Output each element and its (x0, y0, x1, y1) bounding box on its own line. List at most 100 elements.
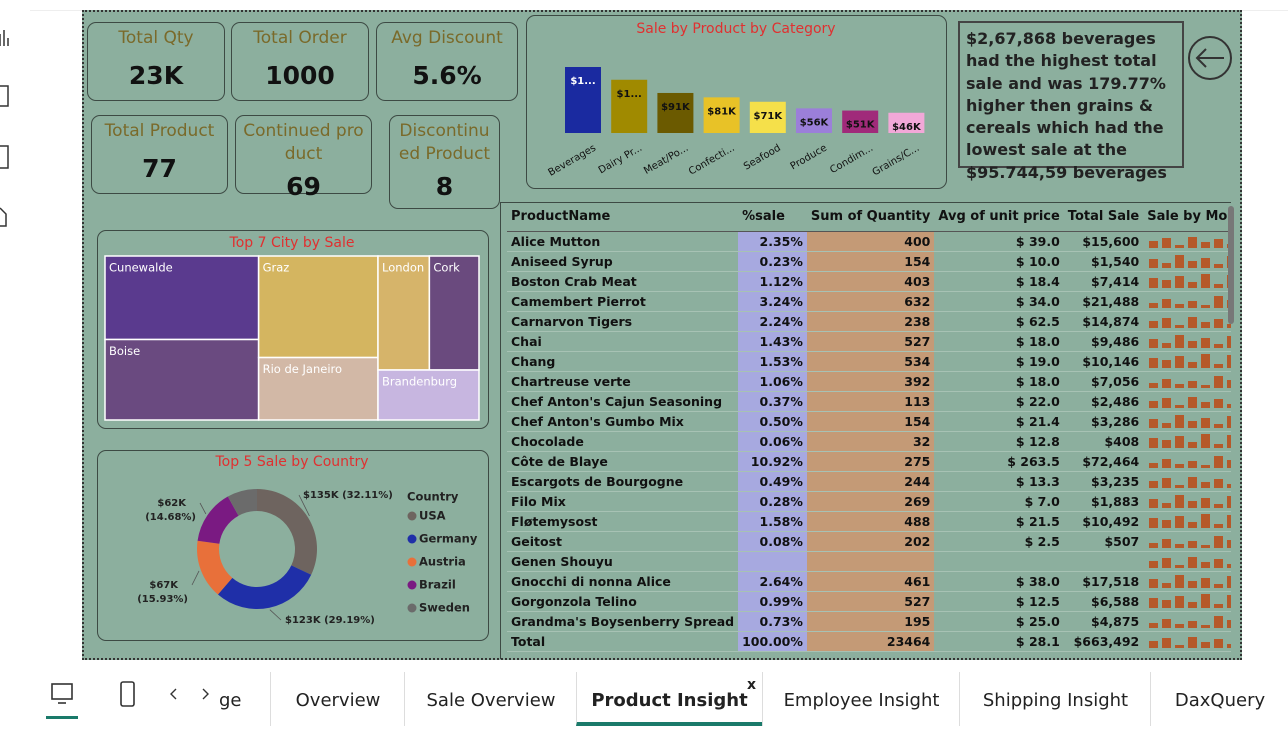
sparkline-cell (1143, 331, 1231, 352)
legend-label[interactable]: USA (419, 509, 446, 523)
column-header[interactable]: Avg of unit price (934, 203, 1064, 232)
table-row: Chartreuse verte 1.06% 392 $ 18.0 $7,056 (507, 371, 1231, 392)
page-tab[interactable]: Employee Insight (762, 672, 960, 726)
sparkline-bar (1227, 403, 1231, 408)
sparkline-bar (1214, 478, 1224, 488)
table-icon[interactable] (0, 85, 9, 107)
page-tab[interactable]: Product Insight x (576, 672, 762, 726)
donut-slice[interactable] (217, 565, 312, 610)
table-cell: $ 18.4 (934, 271, 1064, 292)
treemap-tile[interactable] (377, 255, 431, 371)
header-row: ProductName %sale Sum of Quantity Avg of un… (507, 203, 1231, 232)
page-tab[interactable]: DaxQuery (1150, 672, 1288, 726)
legend-marker (407, 557, 417, 567)
sparkline-bar (1175, 414, 1185, 428)
table-cell (1063, 551, 1144, 572)
treemap-tile[interactable] (257, 255, 379, 359)
page-tab[interactable]: Overview (270, 672, 405, 726)
model-icon[interactable] (0, 145, 9, 169)
sparkline-bar (1162, 557, 1172, 568)
bar (657, 92, 694, 133)
mobile-view[interactable] (120, 681, 135, 707)
page-tab[interactable]: ge (219, 690, 242, 711)
table-cell: $1,540 (1063, 251, 1144, 272)
table-row: Camembert Pierrot 3.24% 632 $ 34.0 $21,488 (507, 291, 1231, 312)
donut-slice[interactable] (196, 540, 233, 595)
legend-label[interactable]: Germany (419, 532, 478, 546)
treemap-tile[interactable] (428, 255, 480, 371)
sparkline-bar (1201, 321, 1211, 328)
sparkline-bar (1188, 441, 1198, 448)
back-button[interactable] (1186, 33, 1236, 83)
sale-by-month (1149, 273, 1231, 288)
table-cell: 527 (806, 591, 935, 612)
table-cell: 2.35% (738, 231, 807, 252)
sparkline-cell (1143, 511, 1231, 532)
column-header[interactable]: Sum of Quantity (806, 203, 935, 232)
sparkline-bar (1201, 273, 1211, 288)
sparkline-bar (1227, 323, 1231, 328)
scrollbar[interactable] (1228, 206, 1234, 324)
table-cell: Gorgonzola Telino (507, 591, 739, 612)
treemap-tile[interactable] (104, 255, 260, 341)
sparkline-bar (1162, 637, 1172, 648)
next-page[interactable] (202, 688, 209, 700)
table-row: Gorgonzola Telino 0.99% 527 $ 12.5 $6,588 (507, 591, 1231, 612)
column-header[interactable]: Total Sale (1063, 203, 1144, 232)
sparkline-bar (1149, 640, 1159, 648)
legend-label[interactable]: Sweden (419, 601, 470, 615)
page-tab[interactable]: Sale Overview (404, 672, 577, 726)
sparkline-bar (1214, 583, 1224, 588)
sparkline-bar (1162, 317, 1172, 328)
donut-slice[interactable] (257, 489, 317, 575)
tab-close[interactable]: x (746, 677, 756, 693)
sparkline-cell (1143, 311, 1231, 332)
donut-slice[interactable] (197, 496, 239, 544)
column-header[interactable]: ProductName (507, 203, 739, 232)
sparkline-bar (1214, 318, 1224, 328)
legend-marker (407, 580, 417, 590)
card-label: Continued product (243, 121, 364, 164)
table-cell: $3,286 (1063, 411, 1144, 432)
sparkline-cell (1143, 491, 1231, 512)
treemap-tile[interactable] (377, 369, 480, 421)
dax-icon[interactable] (0, 207, 7, 227)
sparkline-bar (1175, 355, 1185, 368)
table-cell: 238 (806, 311, 935, 332)
sparkline-bar (1188, 420, 1198, 428)
sparkline-bar (1149, 240, 1159, 248)
legend-label[interactable]: Brazil (419, 578, 456, 592)
treemap-tile[interactable] (104, 338, 260, 421)
table-cell: 0.28% (738, 491, 807, 512)
table-cell: $2,486 (1063, 391, 1144, 412)
sparkline-cell (1143, 611, 1231, 632)
report-icon[interactable] (0, 30, 9, 46)
bar-label: $51K (846, 120, 876, 131)
sparkline-bar (1149, 578, 1159, 588)
column-header[interactable]: Sale by Month (1143, 203, 1231, 232)
table-cell: 0.08% (738, 531, 807, 552)
sparkline-bar (1175, 515, 1185, 528)
total-row: Total 100.00% 23464 $ 28.1 $663,492 (507, 631, 1231, 652)
table-cell: Boston Crab Meat (507, 271, 739, 292)
sparkline-bar (1162, 378, 1172, 388)
treemap-tile[interactable] (257, 356, 379, 421)
sparkline-bar (1188, 316, 1198, 328)
card-value: 5.6% (412, 61, 482, 90)
prev-page[interactable] (170, 688, 177, 700)
table-row: Fløtemysost 1.58% 488 $ 21.5 $10,492 (507, 511, 1231, 532)
table-cell: 100.00% (738, 631, 807, 652)
donut-slice[interactable] (227, 489, 257, 516)
sparkline-bar (1149, 542, 1159, 548)
desktop-view[interactable] (51, 683, 73, 700)
column-header[interactable]: %sale (738, 203, 807, 232)
table-cell: $ 34.0 (934, 291, 1064, 312)
legend-label[interactable]: Austria (419, 555, 466, 569)
sparkline-cell (1143, 591, 1231, 612)
page-tab[interactable]: Shipping Insight (959, 672, 1151, 726)
table-row: Gnocchi di nonna Alice 2.64% 461 $ 38.0 $17,… (507, 571, 1231, 592)
sparkline-bar (1175, 494, 1185, 508)
sparkline-bar (1188, 361, 1198, 368)
sparkline-bar (1175, 484, 1185, 488)
sparkline-bar (1149, 498, 1159, 508)
